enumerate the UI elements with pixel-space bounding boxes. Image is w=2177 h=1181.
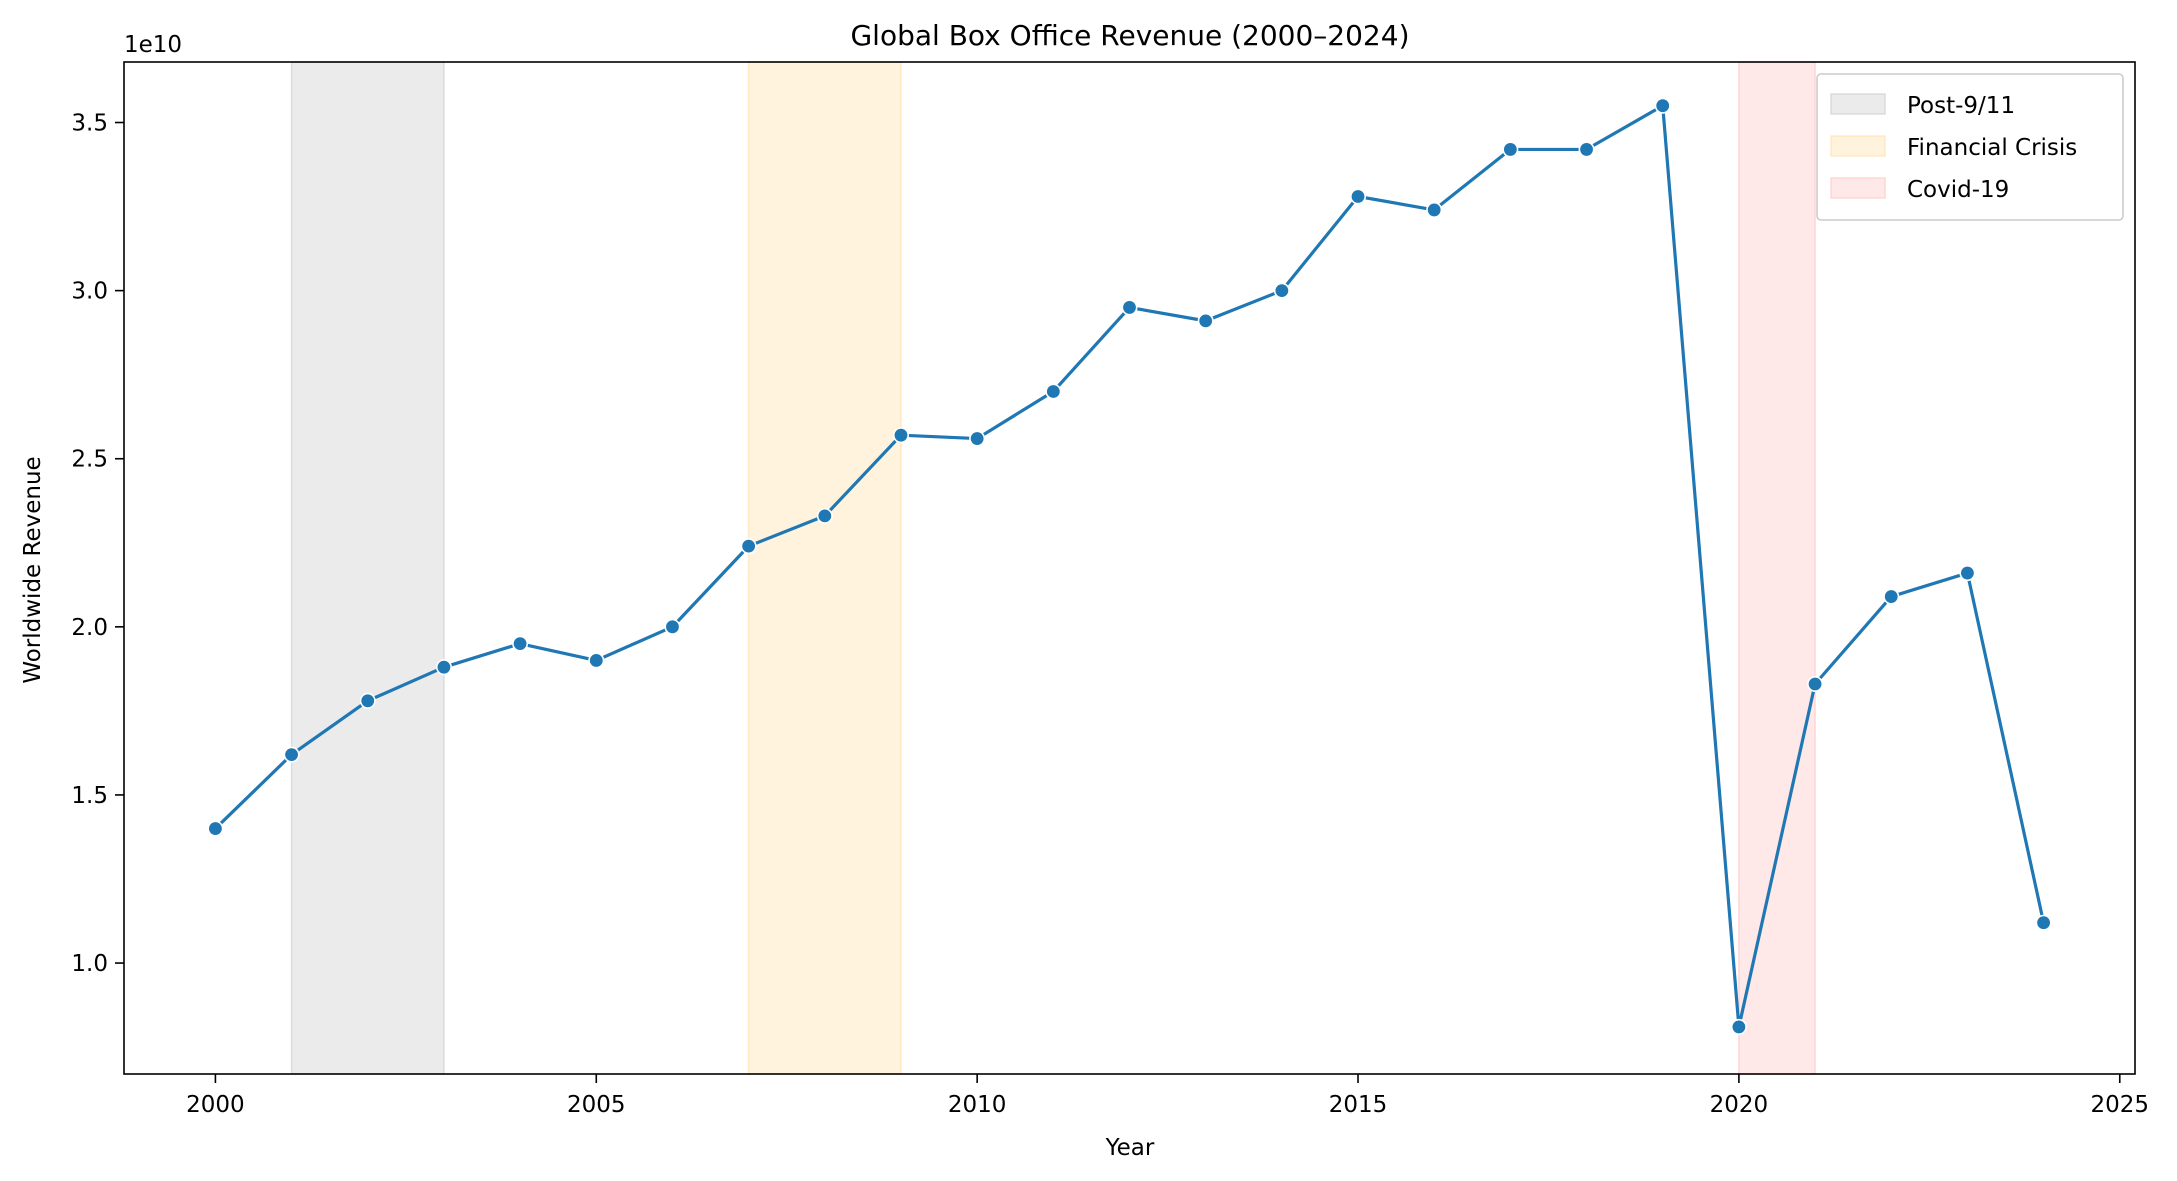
legend-swatch [1830,135,1886,157]
data-point [1045,383,1062,400]
shaded-regions [290,61,1816,1075]
legend-box [1816,73,2124,221]
data-point [1197,312,1214,329]
plot-frame [123,61,2136,1075]
revenue-series [207,97,2052,1035]
data-point [1883,588,1900,605]
data-point [512,635,529,652]
data-point [1807,675,1824,692]
data-point [969,430,986,447]
data-point [740,538,757,555]
legend-label: Covid-19 [1907,177,2009,203]
y-tick-label: 3.0 [71,279,108,305]
data-point [359,692,376,709]
x-tick-label: 2000 [186,1092,245,1118]
data-point [1502,141,1519,158]
data-point [435,659,452,676]
shaded-region-1 [747,61,902,1075]
data-point [2035,914,2052,931]
y-axis: 1.0 1.5 2.0 2.5 3.0 3.5 [71,111,124,977]
shaded-region-2 [1738,61,1816,1075]
legend-swatch [1830,177,1886,199]
data-point [816,507,833,524]
x-tick-label: 2010 [948,1092,1007,1118]
x-tick-label: 2025 [2090,1092,2149,1118]
shaded-region-0 [290,61,445,1075]
y-tick-label: 2.0 [71,615,108,641]
x-tick-label: 2020 [1710,1092,1769,1118]
legend-label: Financial Crisis [1907,135,2077,161]
y-tick-label: 3.5 [71,111,108,137]
chart-title: Global Box Office Revenue (2000–2024) [850,19,1409,52]
x-axis: 2000 2005 2010 2015 2020 2025 [186,1074,2149,1118]
x-axis-label: Year [1105,1135,1155,1161]
data-point [1578,141,1595,158]
data-point [588,652,605,669]
legend-swatch [1830,93,1886,115]
y-axis-label: Worldwide Revenue [20,456,46,683]
data-point [1121,299,1138,316]
data-point [1426,201,1443,218]
y-tick-label: 1.0 [71,951,108,977]
data-point [1273,282,1290,299]
data-point [1654,97,1671,114]
data-point [283,746,300,763]
y-offset-text: 1e10 [124,32,182,58]
x-tick-label: 2015 [1329,1092,1388,1118]
data-point [1350,188,1367,205]
y-tick-label: 2.5 [71,447,108,473]
data-point [1959,565,1976,582]
x-tick-label: 2005 [567,1092,626,1118]
legend: Post-9/11 Financial Crisis Covid-19 [1816,73,2124,221]
data-point [892,427,909,444]
data-point [1730,1018,1747,1035]
y-tick-label: 1.5 [71,783,108,809]
data-point [207,820,224,837]
data-point [664,618,681,635]
legend-label: Post-9/11 [1907,93,2015,119]
